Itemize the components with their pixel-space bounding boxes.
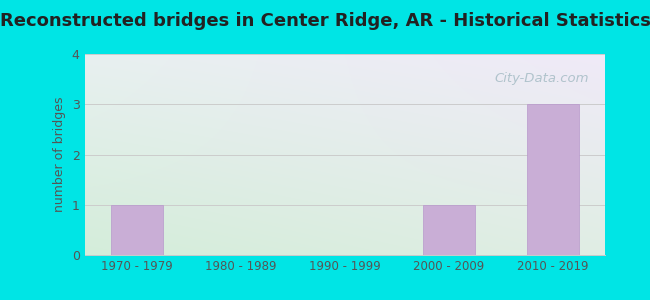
Bar	[111, 205, 162, 255]
Y-axis label: number of bridges: number of bridges	[53, 97, 66, 212]
Bar	[526, 104, 578, 255]
Bar	[422, 205, 474, 255]
Text: Reconstructed bridges in Center Ridge, AR - Historical Statistics: Reconstructed bridges in Center Ridge, A…	[0, 12, 650, 30]
Text: City-Data.com: City-Data.com	[495, 72, 589, 85]
